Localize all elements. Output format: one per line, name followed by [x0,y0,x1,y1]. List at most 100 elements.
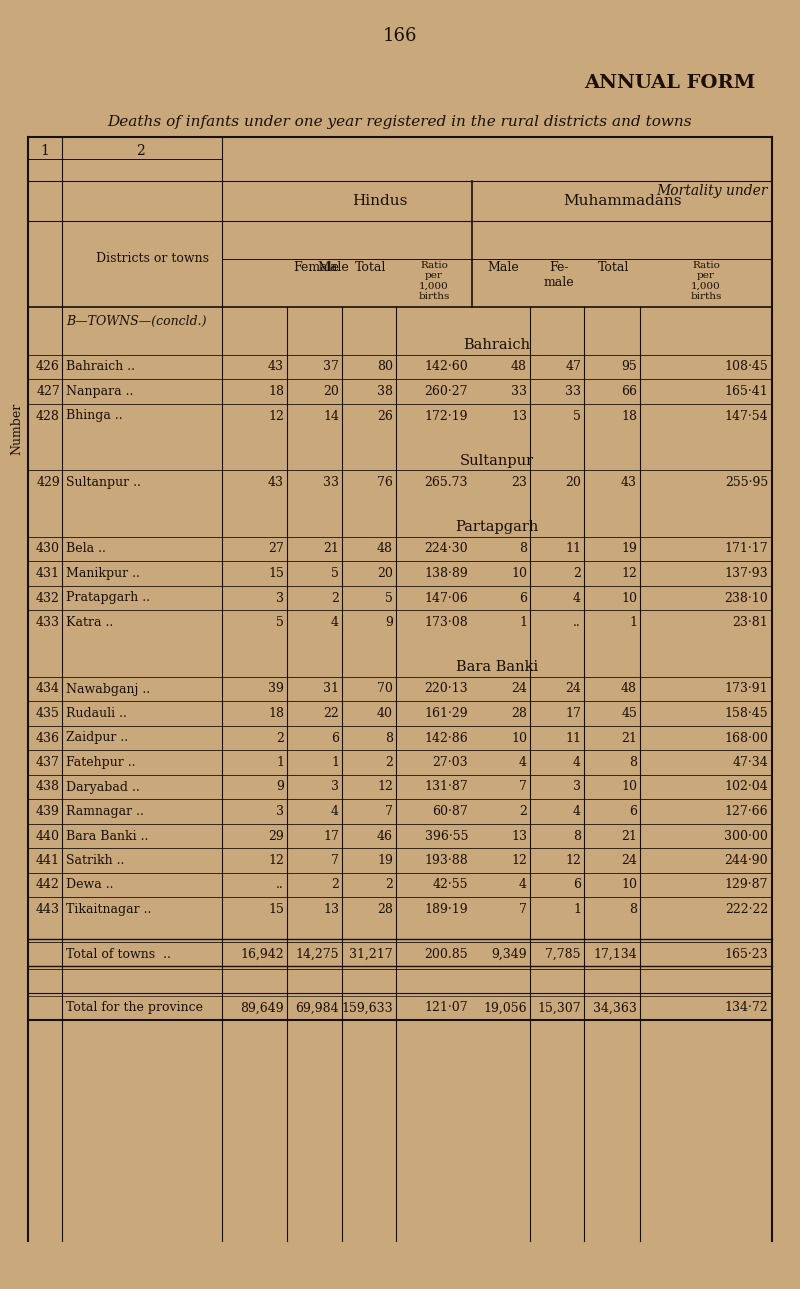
Text: 13: 13 [511,410,527,423]
Text: 3: 3 [276,592,284,605]
Text: 4: 4 [331,806,339,819]
Text: 131·87: 131·87 [424,781,468,794]
Text: 5: 5 [331,567,339,580]
Text: Total: Total [355,260,386,275]
Text: 39: 39 [268,682,284,696]
Text: 33: 33 [323,476,339,489]
Text: 220·13: 220·13 [424,682,468,696]
Text: 193·88: 193·88 [424,855,468,867]
Text: Partapgarh: Partapgarh [455,519,538,534]
Text: 46: 46 [377,830,393,843]
Text: 10: 10 [511,567,527,580]
Text: 102·04: 102·04 [724,781,768,794]
Text: 45: 45 [621,706,637,721]
Text: 7,785: 7,785 [546,947,581,960]
Text: 1: 1 [519,616,527,629]
Text: 433: 433 [36,616,60,629]
Text: 4: 4 [519,757,527,770]
Text: Fe-
male: Fe- male [544,260,574,289]
Text: 28: 28 [377,904,393,916]
Text: Dewa ..: Dewa .. [66,879,114,892]
Text: 47·34: 47·34 [732,757,768,770]
Text: 142·60: 142·60 [424,361,468,374]
Text: 2: 2 [519,806,527,819]
Text: B—TOWNS—(concld.): B—TOWNS—(concld.) [66,315,206,327]
Text: 13: 13 [323,904,339,916]
Text: 8: 8 [385,731,393,745]
Text: 432: 432 [36,592,60,605]
Text: 238·10: 238·10 [724,592,768,605]
Text: Male: Male [318,260,350,275]
Text: 14,275: 14,275 [295,947,339,960]
Text: Zaidpur ..: Zaidpur .. [66,731,128,745]
Text: 439: 439 [36,806,60,819]
Text: Districts or towns: Districts or towns [95,253,209,266]
Text: 429: 429 [36,476,60,489]
Text: 70: 70 [377,682,393,696]
Text: 7: 7 [385,806,393,819]
Text: 260·27: 260·27 [425,385,468,398]
Text: 24: 24 [511,682,527,696]
Text: Bhinga ..: Bhinga .. [66,410,122,423]
Text: 6: 6 [629,806,637,819]
Text: Total for the province: Total for the province [66,1002,203,1014]
Text: 15,307: 15,307 [538,1002,581,1014]
Text: 69,984: 69,984 [295,1002,339,1014]
Text: 27·03: 27·03 [432,757,468,770]
Text: 38: 38 [377,385,393,398]
Text: Nanpara ..: Nanpara .. [66,385,134,398]
Text: 21: 21 [323,543,339,556]
Text: 438: 438 [36,781,60,794]
Text: 43: 43 [268,361,284,374]
Text: Deaths of infants under one year registered in the rural districts and towns: Deaths of infants under one year registe… [108,115,692,129]
Text: 31: 31 [323,682,339,696]
Text: 8: 8 [629,904,637,916]
Text: 13: 13 [511,830,527,843]
Text: 8: 8 [573,830,581,843]
Text: 5: 5 [573,410,581,423]
Text: 4: 4 [573,757,581,770]
Text: 427: 427 [36,385,60,398]
Text: 14: 14 [323,410,339,423]
Text: 33: 33 [511,385,527,398]
Text: 21: 21 [621,731,637,745]
Text: 24: 24 [565,682,581,696]
Text: 37: 37 [323,361,339,374]
Text: 89,649: 89,649 [240,1002,284,1014]
Text: 1: 1 [573,904,581,916]
Text: 11: 11 [565,731,581,745]
Text: 121·07: 121·07 [424,1002,468,1014]
Text: Muhammadans: Muhammadans [562,195,682,208]
Text: 134·72: 134·72 [724,1002,768,1014]
Text: 168·00: 168·00 [724,731,768,745]
Text: 10: 10 [621,592,637,605]
Text: 1: 1 [629,616,637,629]
Text: 12: 12 [268,855,284,867]
Text: 9,349: 9,349 [491,947,527,960]
Text: Nawabganj ..: Nawabganj .. [66,682,150,696]
Text: 159,633: 159,633 [342,1002,393,1014]
Text: 7: 7 [519,781,527,794]
Text: 224·30: 224·30 [424,543,468,556]
Text: 2: 2 [276,731,284,745]
Text: 19: 19 [621,543,637,556]
Text: 66: 66 [621,385,637,398]
Text: 147·54: 147·54 [724,410,768,423]
Text: Bara Banki: Bara Banki [456,660,538,674]
Text: 2: 2 [136,144,144,159]
Text: 2: 2 [573,567,581,580]
Text: 6: 6 [331,731,339,745]
Text: 5: 5 [276,616,284,629]
Text: Satrikh ..: Satrikh .. [66,855,124,867]
Text: ANNUAL FORM: ANNUAL FORM [584,73,755,92]
Text: Bela ..: Bela .. [66,543,106,556]
Text: ..: .. [276,879,284,892]
Text: 15: 15 [268,904,284,916]
Text: 2: 2 [331,879,339,892]
Text: Total: Total [598,260,630,275]
Text: 222·22: 222·22 [725,904,768,916]
Text: 436: 436 [36,731,60,745]
Text: 12: 12 [377,781,393,794]
Text: 48: 48 [511,361,527,374]
Text: 95: 95 [622,361,637,374]
